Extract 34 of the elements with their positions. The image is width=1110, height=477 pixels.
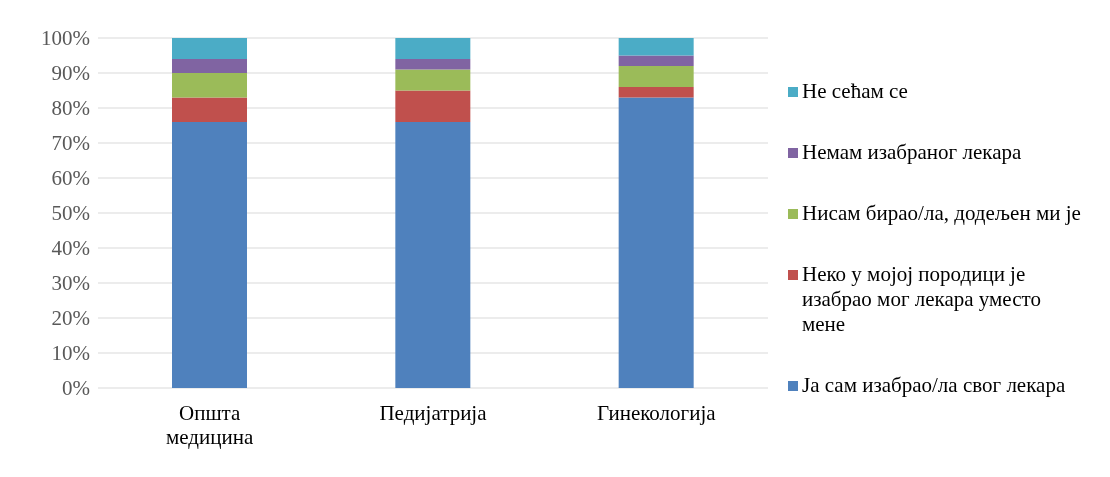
- bar: [395, 122, 471, 388]
- y-tick-label: 0%: [62, 376, 90, 401]
- y-tick-label: 90%: [51, 61, 90, 86]
- legend-label: Немам изабраног лекара: [802, 139, 1022, 165]
- x-tick-label: Општа медицина: [166, 401, 254, 449]
- y-tick-label: 60%: [51, 166, 90, 191]
- legend-label: Не сећам се: [802, 78, 908, 104]
- y-tick-label: 10%: [51, 341, 90, 366]
- bar: [172, 73, 247, 98]
- legend-label: Неко у мојој породици је изабрао мог лекара уместо мене: [802, 261, 1042, 337]
- bar: [618, 87, 694, 98]
- bar: [172, 122, 247, 388]
- y-tick-label: 40%: [51, 236, 90, 261]
- bar: [618, 66, 694, 87]
- bar: [395, 90, 471, 122]
- y-tick-label: 70%: [51, 131, 90, 156]
- y-tick-label: 100%: [41, 26, 90, 51]
- bar: [618, 38, 694, 56]
- y-tick-label: 30%: [51, 271, 90, 296]
- bar: [395, 69, 471, 91]
- bar: [172, 59, 247, 73]
- legend-label: Нисам бирао/ла, додељен ми је: [802, 200, 1081, 226]
- legend-label: Ја сам изабрао/ла свог лекара: [802, 372, 1066, 398]
- bar: [618, 55, 694, 66]
- y-tick-label: 50%: [51, 201, 90, 226]
- bar: [172, 38, 247, 59]
- x-tick-label: Педијатрија: [379, 401, 488, 425]
- bar: [172, 97, 247, 122]
- bar: [395, 59, 471, 70]
- y-tick-label: 20%: [51, 306, 90, 331]
- x-tick-label: Гинекологија: [597, 401, 717, 425]
- bar: [618, 97, 694, 388]
- y-tick-label: 80%: [51, 96, 90, 121]
- bar: [395, 38, 471, 59]
